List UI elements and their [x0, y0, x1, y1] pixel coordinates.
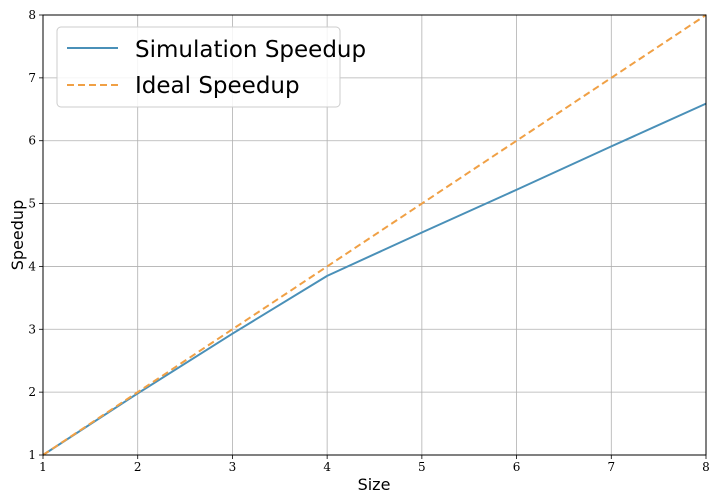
- x-tick-label: 8: [702, 460, 710, 474]
- y-tick-label: 7: [28, 71, 36, 85]
- y-axis-label: Speedup: [8, 200, 27, 270]
- y-tick-label: 1: [28, 448, 36, 462]
- series-line-simulation: [42, 102, 707, 456]
- y-tick-label: 8: [28, 8, 36, 22]
- series-layer: [42, 14, 707, 456]
- legend-label-simulation: Simulation Speedup: [135, 37, 366, 63]
- y-tick-label: 4: [28, 259, 36, 273]
- legend: Simulation Speedup Ideal Speedup: [56, 26, 366, 108]
- x-axis-label: Size: [358, 475, 391, 494]
- y-axis-ticks: 1 2 3 4 5 6 7 8: [28, 8, 43, 462]
- legend-box: [56, 26, 341, 108]
- y-tick-label: 2: [28, 385, 36, 399]
- legend-label-ideal: Ideal Speedup: [135, 73, 300, 99]
- y-tick-label: 5: [28, 197, 36, 211]
- x-tick-label: 1: [39, 460, 47, 474]
- x-tick-label: 5: [418, 460, 426, 474]
- x-tick-label: 2: [134, 460, 142, 474]
- y-tick-label: 6: [28, 134, 36, 148]
- x-tick-label: 4: [323, 460, 331, 474]
- x-tick-label: 6: [513, 460, 521, 474]
- x-tick-label: 7: [607, 460, 615, 474]
- x-tick-label: 3: [229, 460, 237, 474]
- plot-frame: [42, 14, 707, 456]
- y-tick-label: 3: [28, 322, 36, 336]
- x-axis-ticks: 1 2 3 4 5 6 7 8: [39, 455, 710, 474]
- series-line-ideal: [42, 14, 707, 456]
